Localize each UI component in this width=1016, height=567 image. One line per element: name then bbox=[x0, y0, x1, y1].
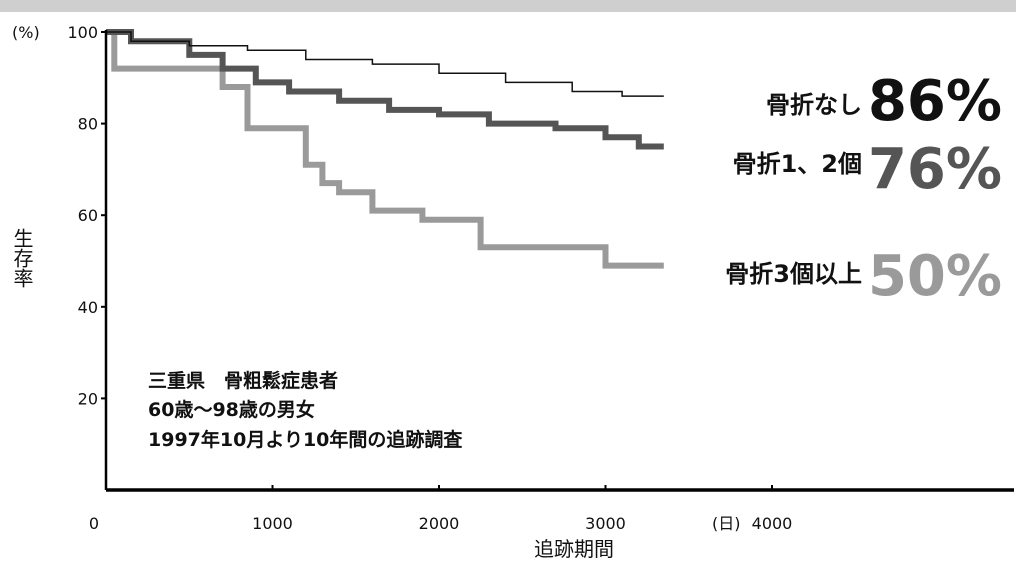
y-tick-label: 20 bbox=[78, 389, 98, 408]
x-tick-label: 4000 bbox=[752, 514, 793, 533]
annotation-line-2: 60歳～98歳の男女 bbox=[148, 398, 315, 421]
series-line-2 bbox=[106, 29, 664, 269]
y-axis-title: 生存率 bbox=[10, 228, 34, 288]
x-tick-label: 2000 bbox=[419, 514, 460, 533]
y-tick-label: 60 bbox=[78, 206, 98, 225]
x-unit-label: (日) bbox=[712, 514, 741, 533]
series-line-1 bbox=[106, 29, 664, 150]
y-tick-label: 80 bbox=[78, 115, 98, 134]
series-line-0 bbox=[106, 31, 664, 97]
x-tick-label: 0 bbox=[89, 514, 99, 533]
x-tick-label: 1000 bbox=[252, 514, 293, 533]
y-unit-label: (%) bbox=[12, 23, 40, 42]
y-tick-label: 100 bbox=[67, 23, 98, 42]
legend-layer: 骨折なし 86% 骨折1、2個 76% 骨折3個以上 50% bbox=[725, 69, 1002, 309]
x-tick-label: 3000 bbox=[585, 514, 626, 533]
legend-label-3plus-fractures: 骨折3個以上 bbox=[725, 260, 862, 288]
final-value-3plus-fractures: 50% bbox=[868, 244, 1002, 309]
legend-label-no-fracture: 骨折なし bbox=[766, 91, 862, 119]
annotation-line-1: 三重県 骨粗鬆症患者 bbox=[148, 369, 338, 392]
annotation-line-3: 1997年10月より10年間の追跡調査 bbox=[148, 428, 463, 451]
final-value-1-2-fractures: 76% bbox=[868, 137, 1002, 202]
y-tick-label: 40 bbox=[78, 298, 98, 317]
study-annotation: 三重県 骨粗鬆症患者 60歳～98歳の男女 1997年10月より10年間の追跡調… bbox=[148, 369, 463, 451]
series-layer bbox=[106, 29, 664, 269]
final-value-no-fracture: 86% bbox=[868, 69, 1002, 134]
legend-label-1-2-fractures: 骨折1、2個 bbox=[733, 150, 862, 178]
x-axis-title: 追跡期間 bbox=[534, 537, 614, 561]
title-band bbox=[0, 0, 1016, 12]
